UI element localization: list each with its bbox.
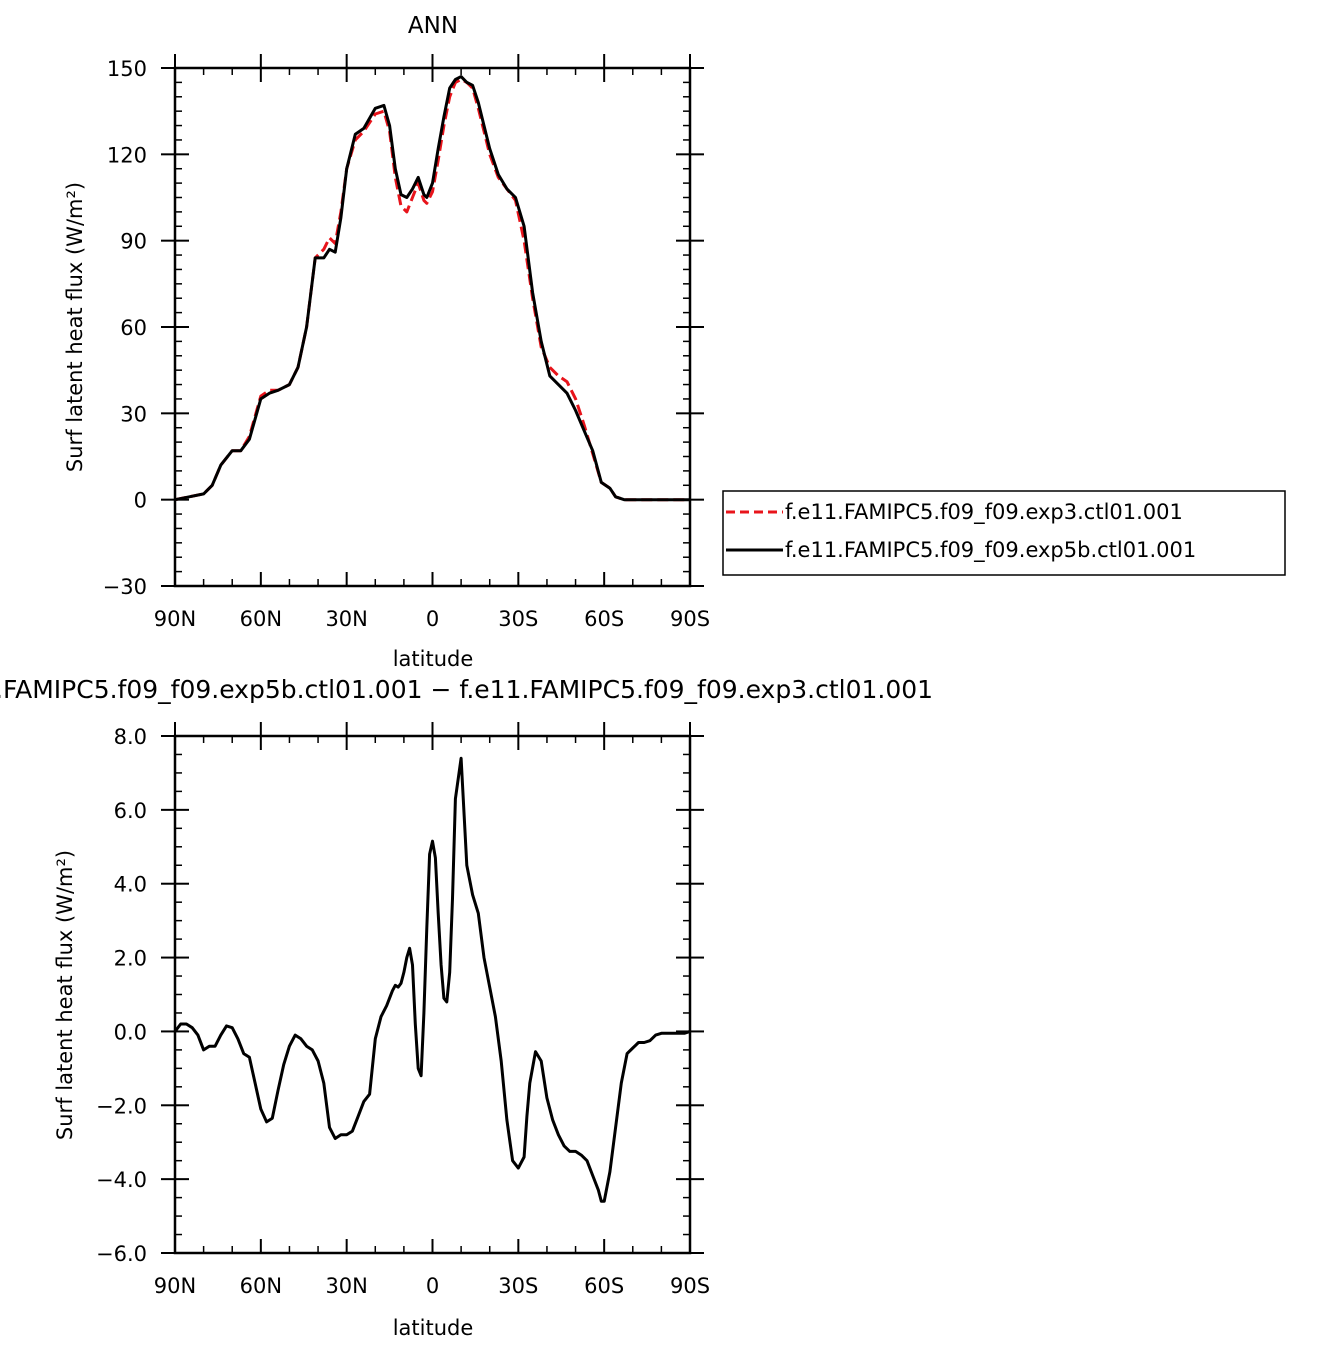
x-tick-label: 0	[426, 607, 439, 631]
x-tick-label: 30S	[498, 1274, 538, 1298]
chart-bottom: f.e11.FAMIPC5.f09_f09.exp5b.ctl01.001 − …	[0, 675, 933, 1340]
x-tick-label: 30N	[325, 1274, 367, 1298]
x-tick-label: 90N	[154, 1274, 196, 1298]
x-tick-label: 90S	[670, 607, 710, 631]
x-tick-label: 30N	[325, 607, 367, 631]
y-axis-label: Surf latent heat flux (W/m²)	[53, 850, 77, 1140]
chart-title: f.e11.FAMIPC5.f09_f09.exp5b.ctl01.001 − …	[0, 675, 933, 704]
y-tick-label: 6.0	[114, 799, 147, 823]
y-tick-label: 90	[120, 230, 147, 254]
y-tick-label: 0	[134, 489, 147, 513]
x-axis-label: latitude	[393, 647, 474, 671]
y-tick-label: 30	[120, 402, 147, 426]
x-tick-label: 0	[426, 1274, 439, 1298]
y-tick-label: −6.0	[96, 1242, 147, 1266]
y-tick-label: 120	[107, 143, 147, 167]
chart-top: ANN 90N 60N 30N 0 30S 60S 90S1501209060300−30 …	[63, 13, 1286, 671]
series-line-0	[173, 756, 691, 1203]
y-tick-label: 0.0	[114, 1020, 147, 1044]
y-axis-label: Surf latent heat flux (W/m²)	[63, 182, 87, 472]
x-tick-label: 90S	[670, 1274, 710, 1298]
series-line-1	[174, 75, 690, 502]
x-tick-label: 30S	[498, 607, 538, 631]
y-tick-label: −30	[103, 575, 147, 599]
x-tick-label: 60S	[584, 1274, 624, 1298]
legend-box	[722, 490, 1286, 576]
y-tick-label: 150	[107, 57, 147, 81]
y-tick-label: 60	[120, 316, 147, 340]
y-tick-label: −4.0	[96, 1168, 147, 1192]
chart-title: ANN	[408, 13, 458, 39]
series-line-0	[174, 78, 690, 502]
x-tick-label: 60N	[240, 1274, 282, 1298]
y-tick-label: 8.0	[114, 725, 147, 749]
legend-label-exp3: f.e11.FAMIPC5.f09_f09.exp3.ctl01.001	[785, 500, 1183, 525]
legend: f.e11.FAMIPC5.f09_f09.exp3.ctl01.001 f.e…	[722, 490, 1286, 576]
x-tick-label: 60N	[240, 607, 282, 631]
y-tick-label: −2.0	[96, 1094, 147, 1118]
plot-frame	[173, 734, 692, 1255]
plot-frame	[173, 66, 692, 588]
legend-label-exp5b: f.e11.FAMIPC5.f09_f09.exp5b.ctl01.001	[785, 538, 1196, 563]
x-axis-label: latitude	[393, 1316, 474, 1340]
y-tick-label: 4.0	[114, 873, 147, 897]
x-tick-label: 90N	[154, 607, 196, 631]
x-tick-label: 60S	[584, 607, 624, 631]
y-tick-label: 2.0	[114, 947, 147, 971]
